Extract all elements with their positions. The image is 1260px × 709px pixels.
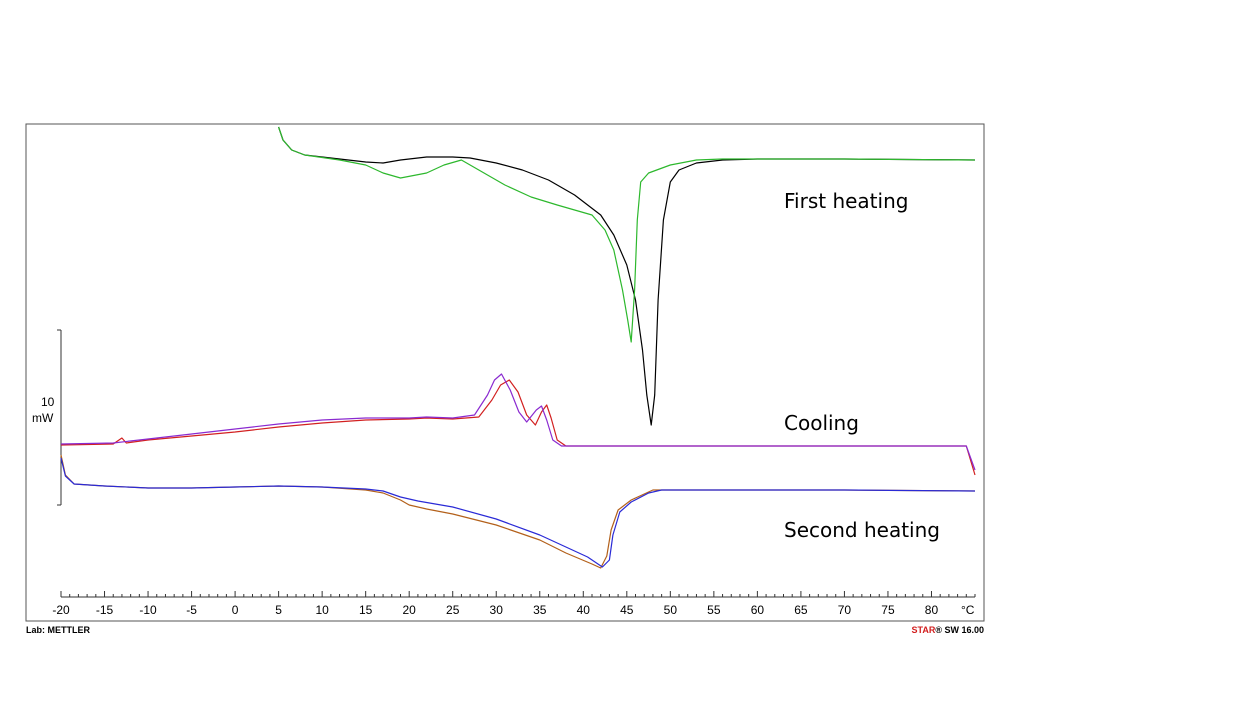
- y-scale-bar: 10 mW: [32, 329, 62, 506]
- x-tick-label: -20: [52, 603, 70, 617]
- x-tick-label: 50: [664, 603, 678, 617]
- plot-frame: [25, 123, 985, 622]
- x-tick-label: 35: [533, 603, 547, 617]
- series-group: [60, 126, 976, 569]
- x-tick-label: 30: [490, 603, 504, 617]
- x-unit-label: °C: [961, 603, 975, 617]
- x-tick-label: 55: [707, 603, 721, 617]
- x-tick-label: -15: [96, 603, 114, 617]
- y-scale-unit: mW: [32, 411, 54, 425]
- x-tick-label: 65: [794, 603, 808, 617]
- x-tick-label: 5: [275, 603, 282, 617]
- x-tick-labels: -20 -15 -10 -5 0 5 10 15 20 25 30 35 40 45 50 55 60 65 70 7…: [52, 603, 938, 617]
- x-tick-label: 70: [838, 603, 852, 617]
- x-tick-label: 80: [925, 603, 939, 617]
- x-tick-label: -10: [139, 603, 157, 617]
- x-tick-label: 20: [403, 603, 417, 617]
- x-tick-label: 40: [577, 603, 591, 617]
- x-tick-label: 45: [620, 603, 634, 617]
- series-line-4: [60, 373, 976, 471]
- y-scale-value: 10: [41, 395, 55, 409]
- series-line-6: [60, 457, 976, 568]
- footer-brand: STAR: [912, 625, 936, 635]
- footer-software: STAR® SW 16.00: [912, 625, 985, 635]
- annotation-second-heating: Second heating: [784, 518, 940, 542]
- x-ticks: [60, 591, 976, 597]
- annotation-cooling: Cooling: [784, 411, 859, 435]
- x-tick-label: 25: [446, 603, 460, 617]
- x-tick-label: -5: [186, 603, 197, 617]
- x-tick-label: 75: [881, 603, 895, 617]
- annotation-first-heating: First heating: [784, 189, 908, 213]
- x-tick-label: 10: [315, 603, 329, 617]
- footer-version: ® SW 16.00: [935, 625, 984, 635]
- series-line-2: [278, 126, 976, 343]
- footer-lab: Lab: METTLER: [26, 625, 90, 635]
- x-tick-label: 60: [751, 603, 765, 617]
- x-tick-label: 15: [359, 603, 373, 617]
- x-tick-label: 0: [232, 603, 239, 617]
- series-line-1: [278, 126, 976, 426]
